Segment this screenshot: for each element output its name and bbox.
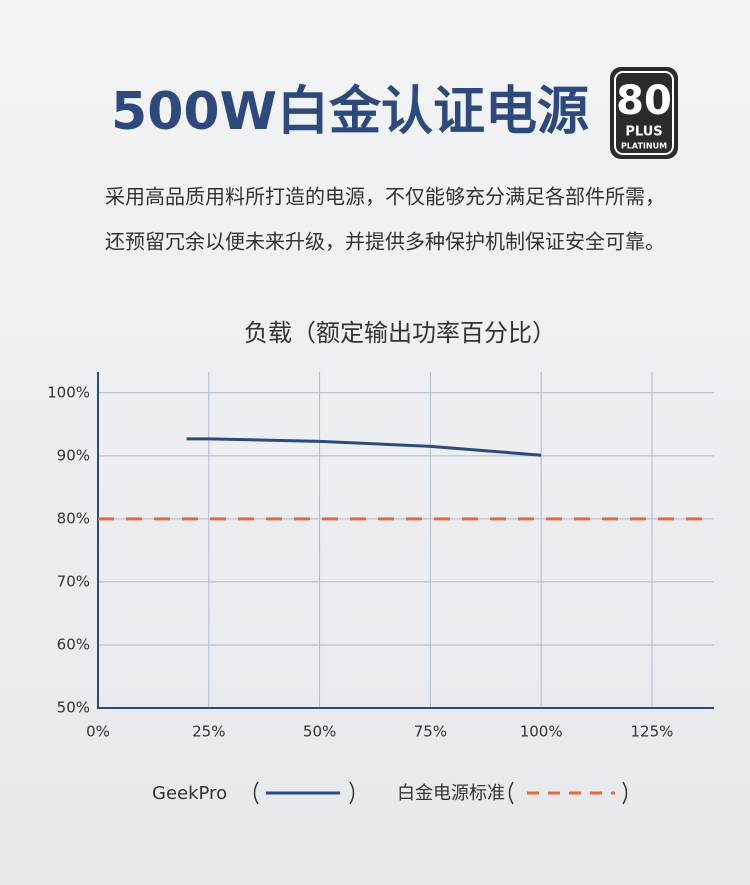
legend-bracket xyxy=(253,781,259,805)
x-tick-label: 25% xyxy=(192,723,225,741)
x-tick-label: 75% xyxy=(414,723,447,741)
description-line: 还预留冗余以便未来升级，并提供多种保护机制保证安全可靠。 xyxy=(105,230,665,254)
legend-label: GeekPro xyxy=(152,783,227,804)
x-tick-label: 50% xyxy=(303,723,336,741)
chart-title: 负载（额定输出功率百分比） xyxy=(244,319,556,347)
legend-bracket xyxy=(622,781,628,805)
badge: 80 PLUS PLATINUM xyxy=(610,67,678,159)
legend-bracket xyxy=(349,781,355,805)
series-line xyxy=(186,437,542,457)
badge-tier: PLATINUM xyxy=(621,142,667,151)
y-tick-label: 100% xyxy=(47,383,90,401)
x-tick-label: 125% xyxy=(631,723,674,741)
legend-label: 白金电源标准 xyxy=(397,783,505,804)
y-tick-label: 80% xyxy=(57,509,90,527)
description-line: 采用高品质用料所打造的电源，不仅能够充分满足各部件所需， xyxy=(105,185,665,209)
y-tick-label: 70% xyxy=(57,572,90,590)
badge-inner xyxy=(614,71,674,155)
badge-brand: PLUS xyxy=(625,125,662,140)
x-tick-label: 100% xyxy=(520,723,563,741)
y-tick-label: 50% xyxy=(57,699,90,717)
legend xyxy=(253,781,628,805)
x-tick-label: 0% xyxy=(86,723,110,741)
page-title: 500W白金认证电源 xyxy=(111,82,589,142)
badge-number: 80 xyxy=(616,78,672,124)
y-tick-label: 60% xyxy=(57,635,90,653)
y-tick-label: 90% xyxy=(57,446,90,464)
legend-bracket xyxy=(508,781,514,805)
